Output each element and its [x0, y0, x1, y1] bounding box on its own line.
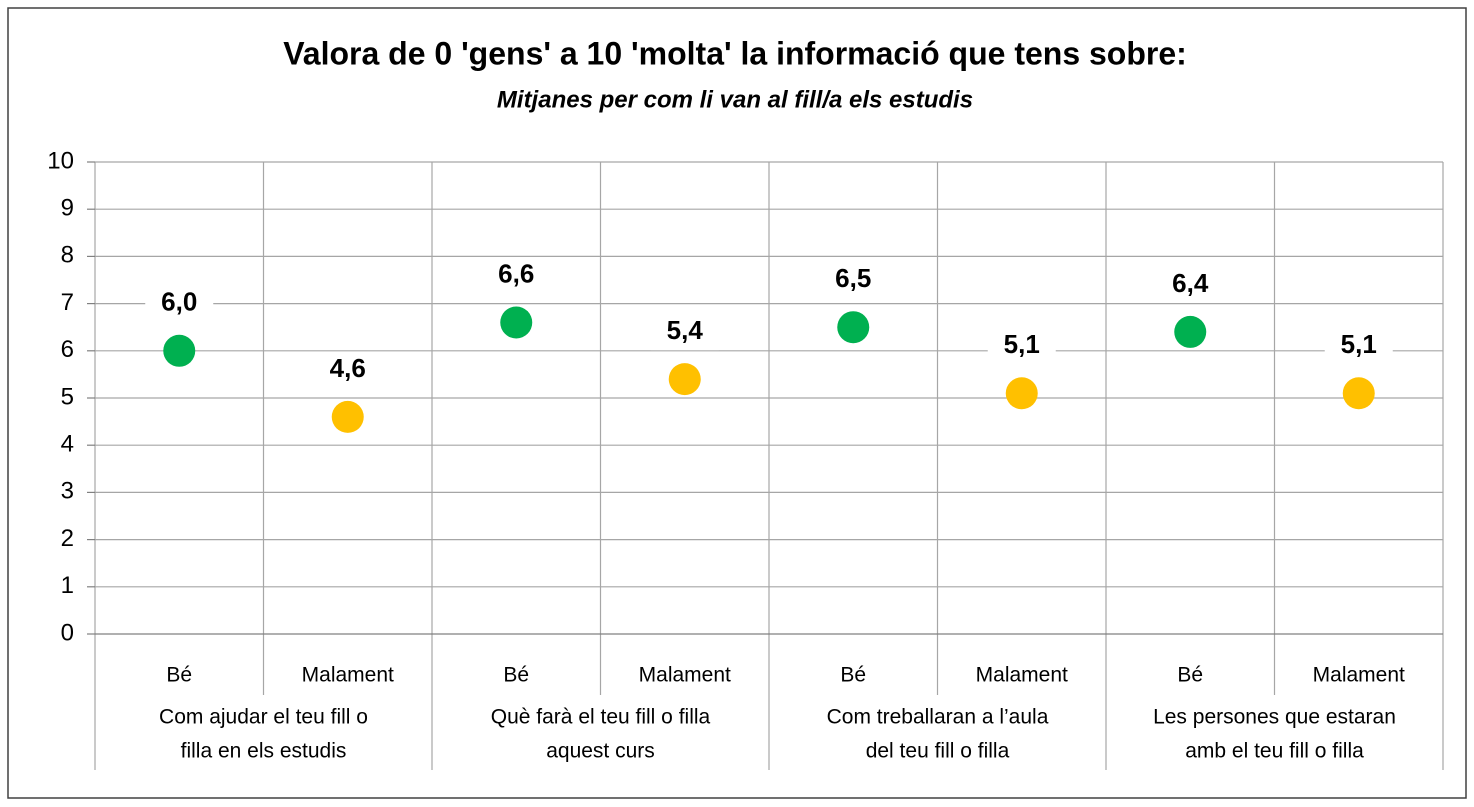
y-tick-label: 1 [61, 572, 74, 599]
data-label-bg [313, 351, 382, 388]
x-tick-label: Malament [1313, 664, 1405, 687]
data-point [331, 400, 364, 433]
x-tick-label: Malament [302, 664, 394, 687]
x-tick-label: Bé [503, 664, 529, 687]
group-label: Què farà el teu fill o filla [491, 706, 711, 729]
data-point [163, 334, 196, 367]
data-label-bg [482, 257, 551, 294]
data-label: 6,6 [498, 258, 534, 288]
x-tick-label: Bé [166, 664, 192, 687]
chart-subtitle: Mitjanes per com li van al fill/a els es… [497, 86, 973, 113]
x-tick-label: Bé [1177, 664, 1203, 687]
x-tick-label: Bé [840, 664, 866, 687]
data-point [837, 311, 870, 344]
group-label: Les persones que estaran [1153, 706, 1396, 729]
data-label: 4,6 [330, 353, 366, 383]
y-tick-label: 7 [61, 289, 74, 316]
data-label: 5,4 [667, 315, 704, 345]
y-tick-label: 6 [61, 336, 74, 363]
data-label: 6,4 [1172, 268, 1209, 298]
y-tick-label: 4 [61, 431, 74, 458]
data-label-bg [145, 285, 214, 322]
y-tick-label: 9 [61, 195, 74, 222]
data-point [500, 306, 533, 339]
y-tick-label: 3 [61, 478, 74, 505]
y-tick-label: 10 [47, 147, 74, 174]
data-label: 5,1 [1341, 329, 1377, 359]
data-point [1005, 377, 1038, 410]
y-tick-label: 8 [61, 242, 74, 269]
data-label-bg [1156, 266, 1225, 303]
group-label: Com treballaran a l’aula [827, 706, 1049, 729]
x-tick-label: Malament [639, 664, 731, 687]
y-tick-label: 5 [61, 383, 74, 410]
data-point [668, 363, 701, 396]
y-tick-label: 0 [61, 619, 74, 646]
chart-title: Valora de 0 'gens' a 10 'molta' la infor… [283, 35, 1187, 71]
data-label-bg [987, 328, 1056, 365]
group-label: aquest curs [546, 740, 655, 763]
y-tick-label: 2 [61, 525, 74, 552]
data-label: 6,0 [161, 287, 197, 317]
data-label-bg [1324, 328, 1393, 365]
data-label: 6,5 [835, 263, 871, 293]
data-point [1174, 315, 1207, 348]
chart-border [7, 7, 1467, 799]
data-label-bg [819, 262, 888, 299]
data-label-bg [650, 314, 719, 351]
x-tick-label: Malament [976, 664, 1068, 687]
group-label: Com ajudar el teu fill o [159, 706, 368, 729]
data-label: 5,1 [1004, 329, 1040, 359]
group-label: del teu fill o filla [866, 740, 1010, 763]
data-point [1342, 377, 1375, 410]
group-label: amb el teu fill o filla [1185, 740, 1364, 763]
group-label: filla en els estudis [181, 740, 347, 763]
